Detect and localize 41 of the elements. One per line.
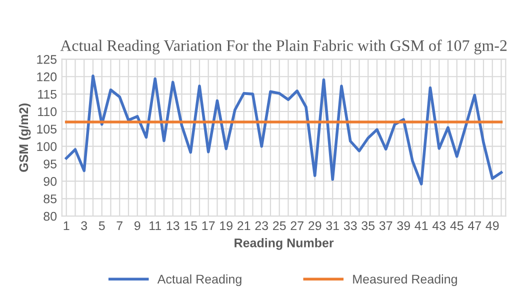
- x-tick-label: 11: [150, 221, 161, 230]
- x-tick-label: 7: [116, 221, 122, 230]
- x-tick-label: 27: [290, 221, 304, 230]
- x-tick-label: 9: [134, 221, 140, 230]
- x-tick-label: 5: [98, 221, 105, 230]
- x-tick-label: 17: [202, 221, 215, 230]
- y-tick-label: 90: [44, 177, 57, 186]
- x-tick-label: 49: [486, 221, 499, 230]
- x-tick-label: 33: [344, 221, 357, 230]
- x-tick-label: 47: [468, 221, 481, 230]
- chart-title: Actual Reading Variation For the Plain Fabric with GSM of 107 gm-2: [60, 40, 507, 54]
- x-tick-label: 39: [397, 221, 410, 230]
- y-tick-label: 115: [38, 90, 57, 99]
- y-tick-label: 80: [44, 212, 57, 221]
- y-tick-label: 110: [38, 107, 57, 116]
- y-tick-label: 100: [37, 142, 57, 152]
- x-tick-label: 41: [414, 221, 428, 230]
- x-tick-label: 35: [362, 221, 375, 230]
- x-tick-label: 31: [326, 221, 339, 230]
- x-tick-label: 25: [273, 221, 286, 230]
- x-tick-label: 23: [255, 221, 268, 230]
- x-tick-label: 3: [81, 221, 88, 230]
- x-tick-label: 19: [220, 221, 232, 230]
- x-tick-label: 45: [450, 221, 464, 230]
- y-tick-label: 95: [44, 160, 57, 168]
- y-axis-title: GSM (g/m2): [18, 104, 31, 172]
- legend-label: Actual Reading: [157, 274, 242, 286]
- x-tick-label: 29: [308, 221, 322, 230]
- y-tick-label: 105: [37, 124, 57, 134]
- legend-label: Measured Reading: [353, 274, 457, 286]
- y-tick-label: 120: [37, 72, 57, 82]
- y-tick-label: 85: [44, 194, 57, 204]
- y-tick-label: 125: [37, 55, 57, 64]
- x-tick-label: 15: [184, 221, 198, 230]
- x-tick-label: 1: [64, 221, 70, 230]
- x-tick-label: 43: [432, 221, 446, 230]
- x-tick-label: 21: [238, 221, 250, 230]
- line-series: [64, 74, 503, 186]
- x-axis-title: Reading Number: [234, 238, 334, 250]
- x-tick-label: 13: [166, 221, 180, 230]
- x-tick-label: 37: [379, 221, 392, 230]
